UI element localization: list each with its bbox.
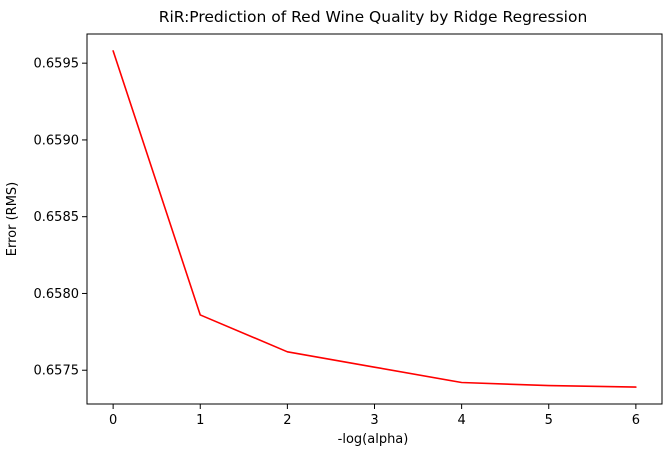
chart-title: RiR:Prediction of Red Wine Quality by Ri… — [159, 8, 588, 26]
x-axis-label: -log(alpha) — [338, 432, 409, 447]
y-tick-label: 0.6585 — [34, 210, 80, 225]
plot-area — [112, 50, 637, 388]
y-tick-label: 0.6595 — [34, 57, 80, 72]
y-tick-label: 0.6575 — [34, 364, 80, 379]
series-line-0 — [112, 50, 637, 388]
x-tick-label: 4 — [457, 413, 465, 428]
x-tick-label: 5 — [545, 413, 553, 428]
x-axis: 0 1 2 3 4 5 6 — [109, 404, 640, 428]
y-tick-label: 0.6590 — [34, 133, 80, 148]
y-axis-label: Error (RMS) — [5, 182, 20, 256]
x-tick-label: 3 — [370, 413, 378, 428]
x-tick-label: 0 — [109, 413, 117, 428]
axes-frame — [86, 33, 663, 405]
x-tick-label: 2 — [283, 413, 291, 428]
y-axis: 0.6575 0.6580 0.6585 0.6590 0.6595 — [34, 57, 87, 379]
x-tick-label: 1 — [196, 413, 204, 428]
y-tick-label: 0.6580 — [34, 287, 80, 302]
x-tick-label: 6 — [632, 413, 640, 428]
